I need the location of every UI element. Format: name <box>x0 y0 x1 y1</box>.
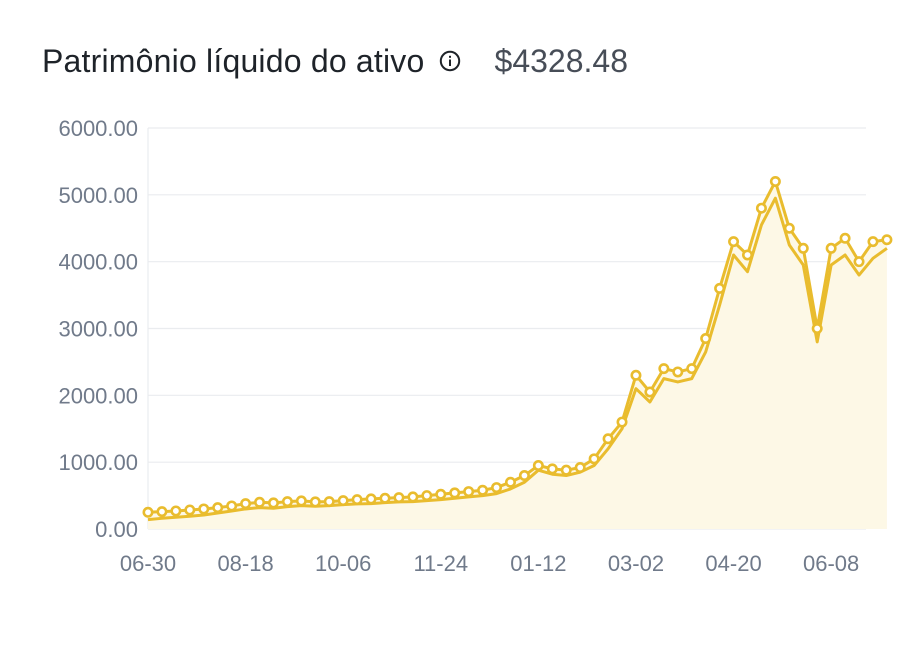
data-point <box>295 495 307 507</box>
data-point <box>226 500 238 512</box>
data-point <box>184 504 196 516</box>
data-point <box>881 234 893 246</box>
data-point <box>853 256 865 268</box>
data-point <box>267 497 279 509</box>
series-line <box>147 196 888 522</box>
x-tick-label: 11-24 <box>413 551 468 576</box>
data-point <box>504 476 516 488</box>
y-tick-label: 1000.00 <box>58 450 138 475</box>
data-point <box>839 232 851 244</box>
x-tick-label: 01-12 <box>510 551 566 576</box>
data-point <box>463 486 475 498</box>
x-tick-label: 06-08 <box>803 551 859 576</box>
data-point <box>672 366 684 378</box>
data-point <box>630 369 642 381</box>
x-tick-label: 10-06 <box>315 551 371 576</box>
data-point <box>714 282 726 294</box>
area-fill <box>148 181 887 529</box>
x-tick-label: 03-02 <box>608 551 664 576</box>
data-point <box>323 496 335 508</box>
data-point <box>379 492 391 504</box>
data-point <box>532 460 544 472</box>
data-point <box>435 488 447 500</box>
y-tick-label: 6000.00 <box>58 116 138 141</box>
data-point <box>755 202 767 214</box>
data-point <box>769 175 781 187</box>
y-tick-label: 3000.00 <box>58 317 138 342</box>
data-point <box>700 333 712 345</box>
x-tick-label: 08-18 <box>217 551 273 576</box>
data-point <box>337 495 349 507</box>
chart-header: Patrimônio líquido do ativo $4328.48 <box>42 38 628 84</box>
data-point <box>602 433 614 445</box>
data-point <box>741 249 753 261</box>
data-point <box>825 242 837 254</box>
data-point <box>644 386 656 398</box>
data-point <box>212 502 224 514</box>
data-point <box>560 464 572 476</box>
data-point <box>658 363 670 375</box>
data-point <box>198 503 210 515</box>
y-tick-label: 4000.00 <box>58 250 138 275</box>
chart-title: Patrimônio líquido do ativo <box>42 42 425 79</box>
data-point <box>546 463 558 475</box>
data-point <box>686 363 698 375</box>
data-point <box>254 496 266 508</box>
info-circle-icon[interactable] <box>439 50 461 72</box>
data-point <box>407 491 419 503</box>
data-point <box>281 496 293 508</box>
data-point <box>811 322 823 334</box>
data-point <box>365 493 377 505</box>
y-tick-label: 0.00 <box>95 517 138 542</box>
data-point <box>783 222 795 234</box>
data-point <box>477 484 489 496</box>
data-point <box>797 242 809 254</box>
data-point <box>449 487 461 499</box>
data-point <box>616 416 628 428</box>
x-tick-label: 04-20 <box>705 551 761 576</box>
y-tick-label: 2000.00 <box>58 383 138 408</box>
data-point <box>309 496 321 508</box>
net-worth-value: $4328.48 <box>494 42 628 79</box>
data-point <box>491 482 503 494</box>
data-point <box>574 462 586 474</box>
x-tick-label: 06-30 <box>120 551 176 576</box>
data-point <box>142 506 154 518</box>
data-point <box>588 453 600 465</box>
data-point <box>240 498 252 510</box>
data-point <box>156 506 168 518</box>
data-point <box>170 505 182 517</box>
data-point <box>393 492 405 504</box>
y-tick-label: 5000.00 <box>58 183 138 208</box>
data-point <box>421 490 433 502</box>
data-point <box>351 494 363 506</box>
data-point <box>867 236 879 248</box>
data-point <box>518 470 530 482</box>
data-point <box>728 236 740 248</box>
